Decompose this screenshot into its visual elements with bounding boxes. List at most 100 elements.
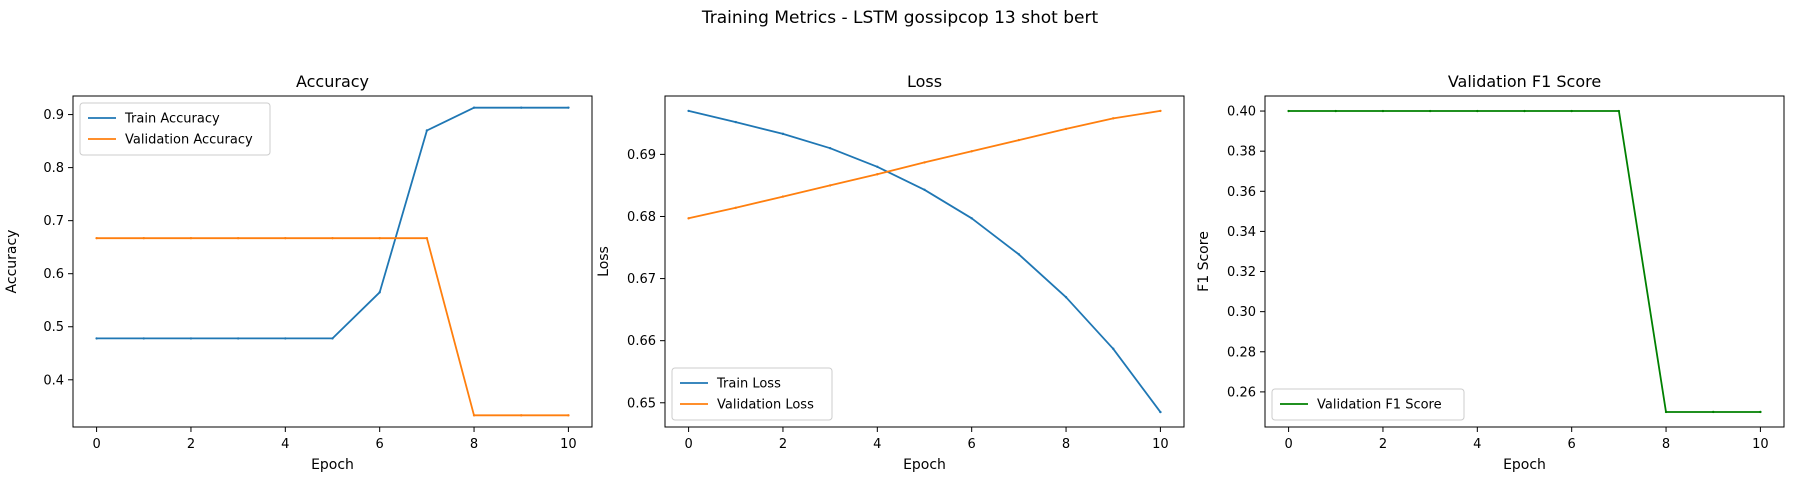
data-point-validation-accuracy bbox=[236, 236, 240, 240]
data-point-validation-f1-score bbox=[1617, 109, 1621, 113]
data-point-validation-loss bbox=[734, 206, 737, 209]
data-point-validation-loss bbox=[1159, 109, 1162, 113]
x-tick-label: 2 bbox=[779, 437, 787, 452]
x-tick-label: 4 bbox=[281, 437, 289, 452]
data-point-train-loss bbox=[1064, 296, 1068, 299]
data-point-validation-f1-score bbox=[1664, 410, 1668, 414]
x-tick-label: 4 bbox=[1473, 437, 1481, 452]
legend-label: Validation F1 Score bbox=[1317, 398, 1442, 413]
y-tick-label: 0.9 bbox=[43, 108, 64, 123]
data-point-validation-accuracy bbox=[520, 414, 523, 417]
data-point-validation-f1-score bbox=[1523, 109, 1526, 113]
axes-frame bbox=[1264, 95, 1785, 428]
y-tick-label: 0.32 bbox=[1227, 265, 1256, 280]
data-point-train-loss bbox=[687, 109, 690, 113]
data-point-train-loss bbox=[1159, 410, 1162, 414]
y-tick-label: 0.38 bbox=[1227, 145, 1256, 160]
x-tick-label: 10 bbox=[1152, 437, 1169, 452]
x-tick-label: 0 bbox=[684, 437, 692, 452]
y-tick-label: 0.65 bbox=[627, 396, 656, 411]
x-tick-label: 6 bbox=[968, 437, 976, 452]
x-tick-label: 0 bbox=[92, 437, 100, 452]
data-point-validation-f1-score bbox=[1287, 109, 1290, 113]
x-tick-label: 2 bbox=[187, 437, 195, 452]
data-point-validation-f1-score bbox=[1570, 109, 1573, 113]
data-point-validation-f1-score bbox=[1759, 410, 1762, 414]
chart-panels: Accuracy 0 2 4 6 8 10 0.4 0.5 0.6 0.7 0.8 0.9 Epoch Ac… bbox=[4, 72, 1785, 473]
data-point-validation-loss bbox=[876, 173, 879, 176]
x-tick-label: 6 bbox=[1568, 437, 1576, 452]
data-point-validation-loss bbox=[828, 184, 832, 187]
x-tick-label: 4 bbox=[873, 437, 881, 452]
data-point-validation-accuracy bbox=[95, 236, 98, 240]
data-point-validation-f1-score bbox=[1334, 109, 1337, 113]
y-tick-label: 0.5 bbox=[43, 320, 64, 335]
data-point-validation-accuracy bbox=[472, 414, 476, 417]
data-point-train-loss bbox=[781, 132, 785, 136]
data-point-train-loss bbox=[970, 217, 973, 220]
data-point-validation-loss bbox=[1017, 138, 1021, 142]
x-tick-label: 8 bbox=[1062, 437, 1070, 452]
data-point-train-loss bbox=[1112, 347, 1115, 350]
data-point-train-accuracy bbox=[567, 106, 570, 109]
data-point-validation-f1-score bbox=[1712, 410, 1715, 414]
data-point-train-accuracy bbox=[378, 291, 381, 294]
x-axis-label: Epoch bbox=[311, 457, 354, 473]
data-point-train-accuracy bbox=[284, 337, 287, 340]
data-point-validation-loss bbox=[1064, 127, 1068, 131]
data-point-validation-loss bbox=[1112, 117, 1115, 120]
y-tick-label: 0.66 bbox=[627, 334, 656, 349]
data-point-validation-f1-score bbox=[1381, 109, 1385, 113]
x-axis-label: Epoch bbox=[903, 457, 946, 473]
data-point-train-loss bbox=[734, 120, 737, 124]
x-tick-label: 0 bbox=[1284, 437, 1292, 452]
legend: Validation F1 Score bbox=[1271, 388, 1465, 421]
data-point-train-loss bbox=[1017, 253, 1021, 256]
data-point-train-accuracy bbox=[236, 337, 240, 340]
legend-label: Validation Loss bbox=[717, 398, 814, 413]
legend: Train Accuracy Validation Accuracy bbox=[79, 102, 271, 156]
data-point-validation-loss bbox=[923, 161, 926, 164]
y-tick-label: 0.34 bbox=[1227, 225, 1256, 240]
chart-title: Loss bbox=[907, 72, 942, 91]
figure-title: Training Metrics - LSTM gossipcop 13 sho… bbox=[701, 8, 1099, 28]
data-point-train-loss bbox=[828, 146, 832, 150]
data-point-validation-loss bbox=[687, 217, 690, 220]
data-point-validation-f1-score bbox=[1428, 109, 1432, 113]
legend-box bbox=[1271, 388, 1465, 421]
y-axis-label: F1 Score bbox=[1196, 231, 1212, 292]
y-tick-label: 0.40 bbox=[1227, 105, 1256, 120]
y-tick-label: 0.4 bbox=[43, 373, 64, 388]
legend-label: Validation Accuracy bbox=[125, 133, 253, 148]
x-tick-label: 8 bbox=[1662, 437, 1670, 452]
legend-label: Train Loss bbox=[716, 377, 781, 392]
data-point-train-loss bbox=[876, 165, 879, 168]
y-tick-label: 0.8 bbox=[43, 161, 64, 176]
chart-loss: Loss 0 2 4 6 8 10 0.65 0.66 0.67 0.68 0.69 Epoch Loss… bbox=[596, 72, 1185, 473]
legend-box bbox=[671, 367, 833, 421]
legend-box bbox=[79, 102, 271, 156]
chart-accuracy: Accuracy 0 2 4 6 8 10 0.4 0.5 0.6 0.7 0.8 0.9 Epoch Ac… bbox=[4, 72, 593, 473]
x-tick-label: 10 bbox=[560, 437, 577, 452]
x-axis-label: Epoch bbox=[1503, 457, 1546, 473]
y-tick-label: 0.68 bbox=[627, 210, 656, 225]
data-point-train-accuracy bbox=[189, 337, 193, 340]
data-point-validation-loss bbox=[970, 150, 973, 153]
x-tick-label: 8 bbox=[470, 437, 478, 452]
y-tick-label: 0.69 bbox=[627, 148, 656, 163]
y-tick-label: 0.67 bbox=[627, 272, 656, 287]
data-point-validation-accuracy bbox=[189, 236, 193, 240]
y-tick-label: 0.26 bbox=[1227, 385, 1256, 400]
y-tick-label: 0.6 bbox=[43, 267, 64, 282]
chart-validation-f1-score: Validation F1 Score 0 2 4 6 8 10 0.26 0.28 0.30 0.… bbox=[1196, 72, 1785, 473]
y-tick-label: 0.36 bbox=[1227, 185, 1256, 200]
data-point-validation-accuracy bbox=[378, 236, 381, 240]
y-axis-label: Accuracy bbox=[4, 230, 20, 294]
data-point-validation-f1-score bbox=[1476, 109, 1479, 113]
x-tick-label: 6 bbox=[376, 437, 384, 452]
y-tick-label: 0.30 bbox=[1227, 305, 1256, 320]
data-point-train-accuracy bbox=[142, 337, 145, 340]
data-point-validation-accuracy bbox=[142, 236, 145, 240]
data-point-train-accuracy bbox=[425, 129, 429, 132]
data-point-train-accuracy bbox=[472, 106, 476, 109]
